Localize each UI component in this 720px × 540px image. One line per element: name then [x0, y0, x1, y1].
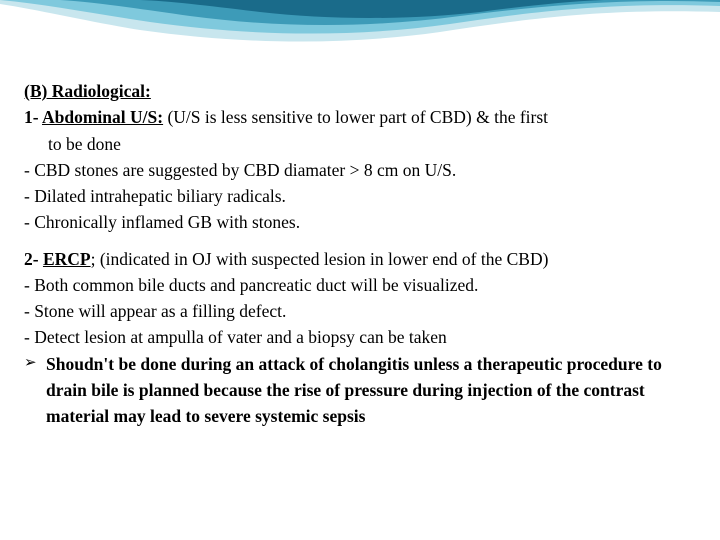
section2-title-line: 2- ERCP; (indicated in OJ with suspected… [24, 246, 696, 272]
section2-bullet-2: - Detect lesion at ampulla of vater and … [24, 324, 696, 350]
section2-after: ; (indicated in OJ with suspected lesion… [91, 249, 549, 269]
slide-content: (B) Radiological: 1- Abdominal U/S: (U/S… [24, 78, 696, 429]
section1-label: 1- [24, 107, 42, 127]
section2-title: ERCP [43, 249, 91, 269]
decorative-wave-header [0, 0, 720, 75]
section2-bullet-1: - Stone will appear as a filling defect. [24, 298, 696, 324]
section2-label: 2- [24, 249, 43, 269]
section1-bullet-1: - Dilated intrahepatic biliary radicals. [24, 183, 696, 209]
heading-text: (B) Radiological: [24, 81, 151, 101]
section1-title-line: 1- Abdominal U/S: (U/S is less sensitive… [24, 104, 696, 130]
section2-warning-row: ➢ Shoudn't be done during an attack of c… [24, 351, 696, 430]
section1-title: Abdominal U/S: [42, 107, 163, 127]
section-b-heading: (B) Radiological: [24, 78, 696, 104]
section2-warning-text: Shoudn't be done during an attack of cho… [46, 351, 696, 430]
section1-bullet-0: - CBD stones are suggested by CBD diamat… [24, 157, 696, 183]
section1-cont: to be done [24, 131, 696, 157]
wave-svg [0, 0, 720, 75]
section-gap [24, 236, 696, 246]
section1-after: (U/S is less sensitive to lower part of … [163, 107, 548, 127]
section2-bullet-0: - Both common bile ducts and pancreatic … [24, 272, 696, 298]
arrow-bullet-icon: ➢ [24, 351, 46, 430]
section1-bullet-2: - Chronically inflamed GB with stones. [24, 209, 696, 235]
